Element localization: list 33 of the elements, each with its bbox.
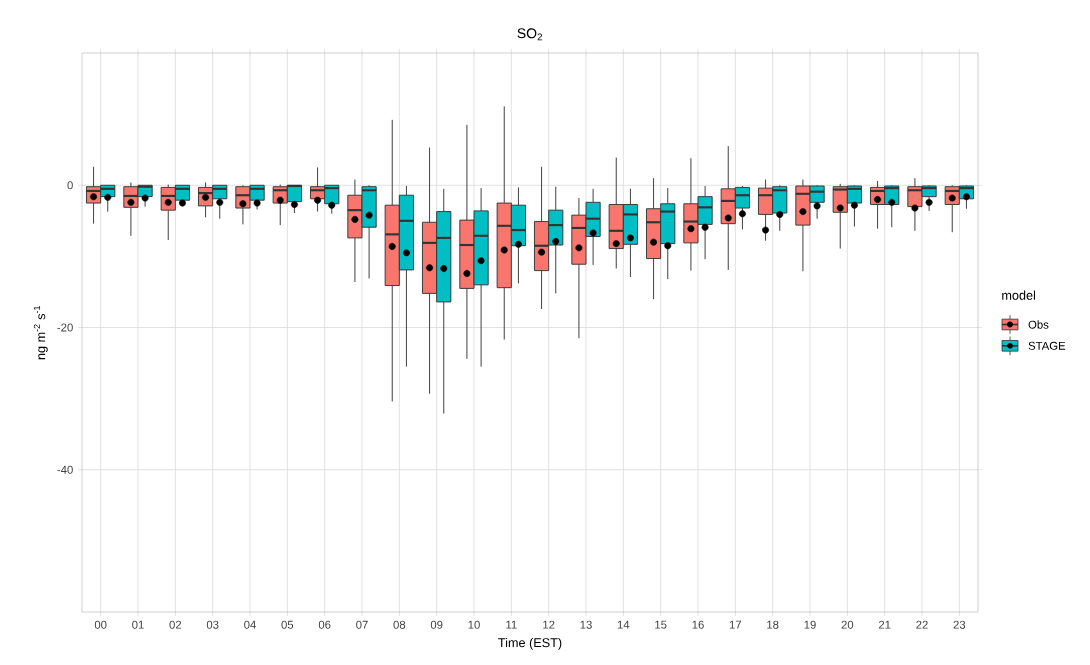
x-tick-label: 21 — [878, 620, 891, 629]
x-tick-label: 17 — [729, 620, 742, 629]
y-tick-label: -20 — [57, 323, 73, 332]
x-tick-label: 09 — [430, 620, 443, 629]
x-tick-label: 15 — [655, 620, 667, 629]
x-tick-label: 07 — [356, 620, 368, 629]
legend-label: Obs — [1028, 320, 1049, 329]
x-tick-label: 14 — [617, 620, 630, 629]
x-tick-label: 10 — [468, 620, 480, 629]
x-tick-label: 02 — [169, 620, 182, 629]
chart-title: SO$_{2}$ — [517, 28, 543, 41]
x-tick-label: 20 — [841, 620, 854, 629]
y-axis-title: ng m$^{-2}$ s$^{-1}$ — [33, 306, 48, 360]
x-tick-label: 04 — [244, 620, 256, 629]
x-tick-label: 06 — [318, 620, 331, 629]
x-tick-label: 01 — [132, 620, 144, 629]
x-tick-label: 11 — [506, 620, 517, 629]
x-axis-title: Time (EST) — [498, 637, 562, 650]
x-tick-label: 13 — [580, 620, 592, 629]
x-tick-label: 08 — [393, 620, 406, 629]
y-tick-label: 0 — [67, 181, 73, 190]
x-tick-label: 22 — [916, 620, 928, 629]
x-tick-label: 18 — [767, 620, 779, 629]
y-tick-label: -40 — [57, 465, 73, 474]
x-tick-label: 12 — [543, 620, 555, 629]
x-tick-label: 00 — [94, 620, 107, 629]
legend-title: model — [1002, 290, 1036, 300]
x-tick-label: 16 — [692, 620, 704, 629]
x-tick-label: 03 — [206, 620, 219, 629]
x-tick-label: 19 — [804, 620, 816, 629]
x-tick-label: 05 — [281, 620, 294, 629]
x-tick-label: 23 — [953, 620, 966, 629]
legend-label: STAGE — [1028, 341, 1066, 350]
